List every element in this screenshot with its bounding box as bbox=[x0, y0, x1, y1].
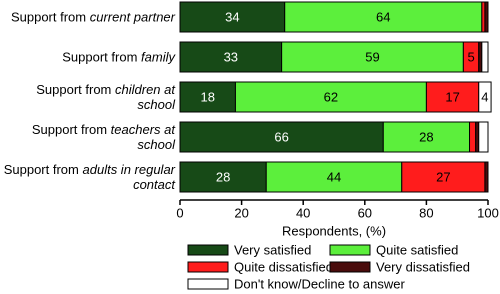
value-label: 34 bbox=[225, 9, 239, 24]
value-label: 44 bbox=[327, 169, 341, 184]
x-tick-label: 20 bbox=[234, 205, 248, 220]
category-label-plain: Support from bbox=[62, 49, 138, 65]
x-tick-label: 40 bbox=[296, 205, 310, 220]
legend-label: Quite satisfied bbox=[376, 242, 458, 257]
legend-label: Very satisfied bbox=[234, 242, 311, 257]
legend-label: Quite dissatisfied bbox=[234, 259, 333, 274]
value-label: 17 bbox=[445, 89, 459, 104]
category-label-italic: teachers at school bbox=[110, 122, 175, 152]
bar-segment bbox=[179, 41, 283, 73]
bar-segment bbox=[478, 121, 489, 153]
category-label: Support from adults in regular contact bbox=[0, 162, 175, 192]
bar-segment bbox=[281, 41, 464, 73]
legend-swatch bbox=[329, 261, 371, 273]
bar-segment bbox=[481, 41, 489, 73]
bar-segment bbox=[401, 161, 486, 193]
bar-segment bbox=[469, 121, 477, 153]
category-label: Support from teachers at school bbox=[0, 122, 175, 152]
value-label: 33 bbox=[224, 49, 238, 64]
legend-label: Very dissatisfied bbox=[376, 259, 470, 274]
value-label: 62 bbox=[324, 89, 338, 104]
category-label-italic: adults in regular contact bbox=[82, 162, 176, 192]
bar-segment bbox=[382, 121, 471, 153]
bar-segment bbox=[478, 81, 492, 113]
value-label: 5 bbox=[467, 49, 474, 64]
category-label: Support from children at school bbox=[0, 82, 175, 112]
bar-segment bbox=[234, 81, 427, 113]
value-label: 64 bbox=[376, 9, 390, 24]
category-label-plain: Support from bbox=[36, 82, 112, 97]
category-label-italic: current partner bbox=[89, 9, 175, 25]
bar-segment bbox=[484, 161, 489, 193]
category-label-italic: children at school bbox=[115, 82, 175, 112]
bar-segment bbox=[484, 1, 489, 33]
value-label: 28 bbox=[216, 169, 230, 184]
value-label: 59 bbox=[365, 49, 379, 64]
category-label: Support from family bbox=[0, 50, 175, 65]
x-tick-label: 100 bbox=[477, 205, 499, 220]
category-label-plain: Support from bbox=[10, 9, 87, 25]
value-label: 27 bbox=[436, 169, 450, 184]
category-label-italic: family bbox=[141, 49, 175, 65]
x-tick-label: 80 bbox=[419, 205, 433, 220]
bar-segment bbox=[179, 121, 384, 153]
value-label: 4 bbox=[481, 89, 488, 104]
value-label: 28 bbox=[419, 129, 433, 144]
bar-segment bbox=[179, 161, 267, 193]
legend-swatch bbox=[187, 278, 229, 290]
x-axis-title: Respondents, (%) bbox=[282, 223, 386, 238]
bar-segment bbox=[425, 81, 480, 113]
category-label-plain: Support from bbox=[3, 162, 79, 177]
legend-label: Don't know/Decline to answer bbox=[234, 276, 406, 291]
category-label-plain: Support from bbox=[31, 122, 108, 137]
legend-swatch bbox=[187, 244, 229, 256]
category-label: Support from current partner bbox=[0, 10, 175, 25]
value-label: 66 bbox=[274, 129, 288, 144]
legend-swatch bbox=[187, 261, 229, 273]
bar-segment bbox=[179, 81, 236, 113]
x-tick-label: 0 bbox=[176, 205, 183, 220]
legend-swatch bbox=[329, 244, 371, 256]
x-tick-label: 60 bbox=[358, 205, 372, 220]
value-label: 18 bbox=[200, 89, 214, 104]
